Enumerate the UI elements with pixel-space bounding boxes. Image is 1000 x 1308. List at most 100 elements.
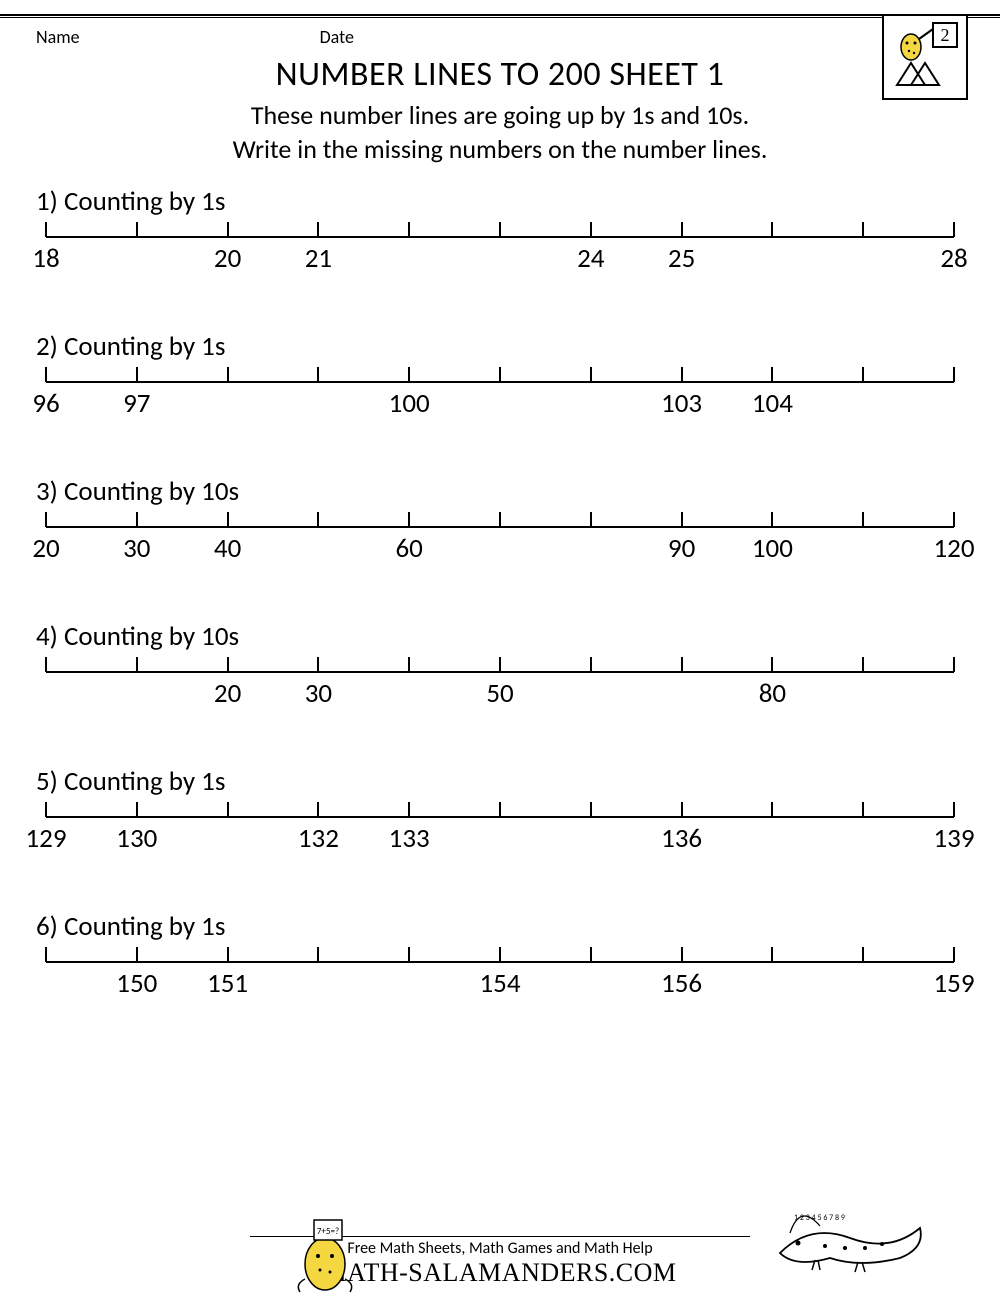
number-line-value: 96 xyxy=(32,387,59,420)
number-line-tick xyxy=(317,512,319,527)
number-line-tick xyxy=(408,657,410,672)
number-line-tick xyxy=(771,222,773,237)
number-line-tick xyxy=(681,802,683,817)
date-label: Date xyxy=(320,26,354,48)
number-line-tick xyxy=(862,222,864,237)
number-line-value: 132 xyxy=(298,822,339,855)
number-line-value: 104 xyxy=(752,387,793,420)
number-line-value: 97 xyxy=(123,387,150,420)
subtitle-2: Write in the missing numbers on the numb… xyxy=(36,133,964,167)
problem: 2) Counting by 1s9697100103104 xyxy=(36,330,964,429)
number-line-value: 100 xyxy=(752,532,793,565)
number-line-tick xyxy=(771,367,773,382)
number-line-value: 133 xyxy=(389,822,430,855)
number-line-tick xyxy=(771,657,773,672)
problem-label: 4) Counting by 10s xyxy=(36,620,964,653)
page-title: NUMBER LINES TO 200 SHEET 1 xyxy=(36,54,964,95)
number-line: 9697100103104 xyxy=(46,367,954,429)
number-line-tick xyxy=(771,802,773,817)
number-line: 129130132133136139 xyxy=(46,802,954,864)
number-line-tick xyxy=(317,657,319,672)
name-label: Name xyxy=(36,26,80,48)
number-line: 150151154156159 xyxy=(46,947,954,1009)
number-line: 20305080 xyxy=(46,657,954,719)
number-line-tick xyxy=(590,947,592,962)
number-line-tick xyxy=(862,657,864,672)
number-line-tick xyxy=(227,367,229,382)
number-line-value: 60 xyxy=(396,532,423,565)
number-line-value: 103 xyxy=(661,387,702,420)
number-line-tick xyxy=(408,512,410,527)
number-line-value: 28 xyxy=(940,242,967,275)
number-line-tick xyxy=(408,947,410,962)
grade-badge: 2 xyxy=(882,14,968,100)
number-line-tick xyxy=(499,657,501,672)
number-line-tick xyxy=(953,512,955,527)
number-line-tick xyxy=(227,802,229,817)
number-line-value: 30 xyxy=(123,532,150,565)
page-top-rule xyxy=(0,14,1000,18)
number-line-value: 20 xyxy=(32,532,59,565)
number-line-tick xyxy=(45,947,47,962)
number-line-value: 21 xyxy=(305,242,332,275)
number-line-tick xyxy=(227,512,229,527)
salamander-right-icon: 1 2 3 4 5 6 7 8 9 xyxy=(770,1208,930,1278)
number-line-tick xyxy=(862,947,864,962)
number-line-tick xyxy=(590,657,592,672)
number-line-tick xyxy=(408,802,410,817)
grade-badge-number: 2 xyxy=(941,25,950,45)
number-line: 182021242528 xyxy=(46,222,954,284)
number-line-tick xyxy=(590,222,592,237)
number-line-tick xyxy=(499,222,501,237)
number-line-value: 136 xyxy=(661,822,702,855)
number-line-tick xyxy=(136,512,138,527)
problem: 6) Counting by 1s150151154156159 xyxy=(36,910,964,1009)
number-line-tick xyxy=(681,512,683,527)
number-line-tick xyxy=(45,222,47,237)
number-line-tick xyxy=(590,512,592,527)
number-line-tick xyxy=(136,222,138,237)
number-line-tick xyxy=(45,657,47,672)
number-line-value: 90 xyxy=(668,532,695,565)
number-line-value: 159 xyxy=(933,967,974,1000)
number-line-tick xyxy=(953,802,955,817)
number-line-value: 151 xyxy=(207,967,248,1000)
number-line-value: 18 xyxy=(32,242,59,275)
number-line-tick xyxy=(317,367,319,382)
problem: 5) Counting by 1s129130132133136139 xyxy=(36,765,964,864)
salamander-left-icon: 7+5=? xyxy=(290,1214,360,1294)
number-line-value: 20 xyxy=(214,677,241,710)
number-line-value: 120 xyxy=(933,532,974,565)
number-line-tick xyxy=(590,367,592,382)
problems-container: 1) Counting by 1s1820212425282) Counting… xyxy=(36,185,964,1009)
number-line-tick xyxy=(771,512,773,527)
number-line-tick xyxy=(136,367,138,382)
meta-row: Name Date xyxy=(36,26,964,48)
number-line-tick xyxy=(408,367,410,382)
number-line-tick xyxy=(681,947,683,962)
number-line-tick xyxy=(227,947,229,962)
number-line-tick xyxy=(45,802,47,817)
number-line-tick xyxy=(953,222,955,237)
number-line-value: 129 xyxy=(25,822,66,855)
number-line-value: 40 xyxy=(214,532,241,565)
number-line-tick xyxy=(681,657,683,672)
problem-label: 5) Counting by 1s xyxy=(36,765,964,798)
problem-label: 2) Counting by 1s xyxy=(36,330,964,363)
number-line-tick xyxy=(136,657,138,672)
number-line-tick xyxy=(317,222,319,237)
number-line-value: 154 xyxy=(479,967,520,1000)
number-line-value: 20 xyxy=(214,242,241,275)
number-line-tick xyxy=(862,367,864,382)
number-line-tick xyxy=(45,512,47,527)
number-line-tick xyxy=(953,947,955,962)
number-line-tick xyxy=(499,367,501,382)
number-line-tick xyxy=(499,512,501,527)
number-line-tick xyxy=(317,802,319,817)
number-line-tick xyxy=(227,222,229,237)
number-line-tick xyxy=(227,657,229,672)
number-line-value: 156 xyxy=(661,967,702,1000)
number-line-tick xyxy=(499,947,501,962)
number-line-tick xyxy=(136,802,138,817)
problem-label: 6) Counting by 1s xyxy=(36,910,964,943)
